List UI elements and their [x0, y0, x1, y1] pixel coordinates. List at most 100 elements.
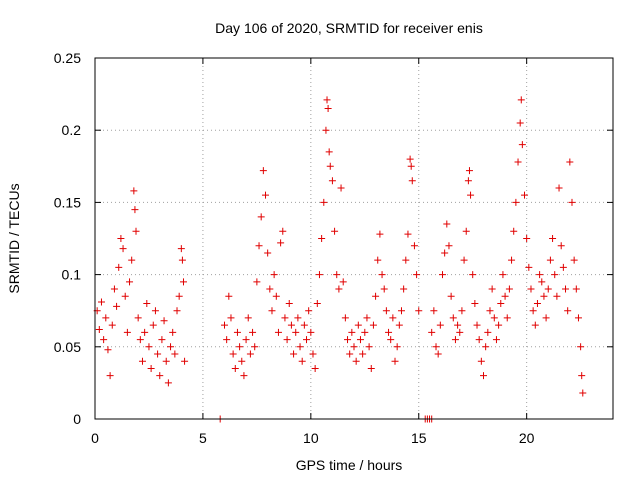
- data-point: [294, 314, 302, 322]
- data-point: [454, 321, 462, 329]
- data-point: [467, 191, 475, 199]
- data-point: [553, 292, 561, 300]
- data-point: [408, 177, 416, 185]
- data-point: [149, 321, 157, 329]
- data-point: [223, 336, 231, 344]
- data-point: [544, 285, 552, 293]
- data-point: [253, 278, 261, 286]
- data-point: [497, 299, 505, 307]
- data-point: [143, 299, 151, 307]
- data-point: [531, 321, 539, 329]
- data-point: [348, 328, 356, 336]
- data-point: [281, 314, 289, 322]
- data-point: [272, 292, 280, 300]
- data-point: [290, 350, 298, 358]
- x-tick-label: 20: [519, 430, 535, 446]
- data-point: [562, 285, 570, 293]
- data-point: [305, 307, 313, 315]
- data-point: [382, 307, 390, 315]
- data-point: [251, 343, 259, 351]
- data-point: [238, 357, 246, 365]
- data-point: [391, 357, 399, 365]
- data-point: [508, 256, 516, 264]
- data-point: [477, 357, 485, 365]
- data-point: [138, 357, 146, 365]
- data-point: [529, 307, 537, 315]
- y-tick-label: 0.2: [62, 122, 82, 138]
- data-point: [458, 307, 466, 315]
- data-point: [117, 235, 125, 242]
- data-point: [525, 263, 533, 271]
- data-point: [339, 278, 347, 286]
- data-point: [521, 191, 529, 199]
- data-point: [333, 271, 341, 279]
- data-point: [469, 271, 477, 279]
- data-point: [303, 336, 311, 344]
- data-point: [285, 299, 293, 307]
- data-point: [555, 184, 563, 192]
- data-point: [356, 336, 364, 344]
- data-point: [307, 328, 315, 336]
- data-point: [123, 328, 131, 336]
- data-point: [464, 177, 472, 185]
- data-point: [266, 285, 274, 293]
- data-point: [365, 343, 373, 351]
- data-point: [406, 155, 414, 163]
- y-tick-label: 0.1: [62, 267, 82, 283]
- y-axis-label: SRMTID / TECUs: [6, 183, 22, 293]
- x-axis-label: GPS time / hours: [296, 457, 403, 473]
- data-point: [389, 314, 397, 322]
- data-point: [397, 307, 405, 315]
- y-tick-label: 0.05: [54, 339, 81, 355]
- x-tick-label: 5: [199, 430, 207, 446]
- data-point: [415, 307, 423, 315]
- data-point: [505, 285, 513, 293]
- data-point: [315, 271, 323, 279]
- data-point: [225, 292, 233, 300]
- data-point: [110, 285, 118, 293]
- data-point: [577, 343, 585, 351]
- data-point: [158, 336, 166, 344]
- data-point: [503, 314, 511, 322]
- data-point: [549, 235, 557, 242]
- data-point: [298, 357, 306, 365]
- data-point: [374, 256, 382, 264]
- data-point: [499, 271, 507, 279]
- data-point: [145, 343, 153, 351]
- data-point: [410, 242, 418, 250]
- data-point: [516, 119, 524, 127]
- data-point: [236, 343, 244, 351]
- data-point: [318, 235, 326, 242]
- data-point: [564, 307, 572, 315]
- data-point: [141, 328, 149, 336]
- data-point: [465, 167, 473, 175]
- data-point: [447, 292, 455, 300]
- data-point: [229, 350, 237, 358]
- data-point: [523, 235, 531, 242]
- x-tick-label: 15: [411, 430, 427, 446]
- data-point: [115, 263, 123, 271]
- data-point: [313, 299, 321, 307]
- data-point: [551, 271, 559, 279]
- data-point: [167, 343, 175, 351]
- data-point: [445, 242, 453, 250]
- data-point: [441, 249, 449, 257]
- data-point: [385, 328, 393, 336]
- data-point: [369, 321, 377, 329]
- data-point: [514, 158, 522, 166]
- data-point: [344, 336, 352, 344]
- data-point: [438, 271, 446, 279]
- data-point: [471, 299, 479, 307]
- data-point: [309, 350, 317, 358]
- data-point: [400, 285, 408, 293]
- data-point: [277, 239, 285, 247]
- data-point: [517, 96, 525, 104]
- data-point: [131, 206, 139, 214]
- data-point: [320, 198, 328, 206]
- data-point: [393, 343, 401, 351]
- data-point: [376, 230, 384, 238]
- data-point: [335, 285, 343, 293]
- data-point: [460, 256, 468, 264]
- data-point: [130, 187, 138, 195]
- data-point: [249, 328, 257, 336]
